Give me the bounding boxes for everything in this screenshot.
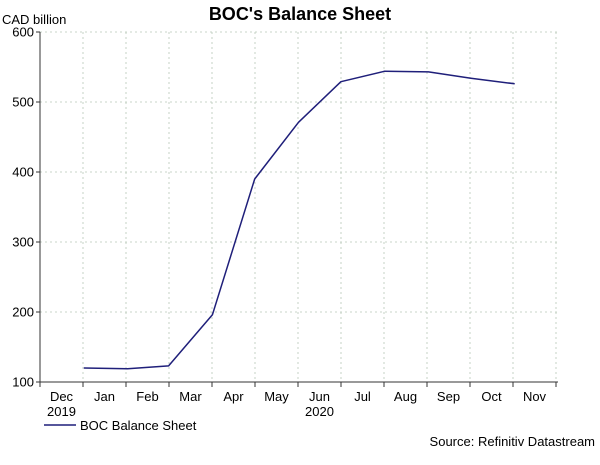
x-gridlines xyxy=(82,32,557,382)
x-tick-label: May xyxy=(264,389,289,404)
y-tick-label: 100 xyxy=(12,375,34,390)
y-axis-unit-label: CAD billion xyxy=(2,12,66,27)
chart-title: BOC's Balance Sheet xyxy=(209,4,391,24)
y-tick-label: 600 xyxy=(12,25,34,40)
x-year-label: 2019 xyxy=(47,404,76,419)
source-note: Source: Refinitiv Datastream xyxy=(430,434,595,449)
legend-label: BOC Balance Sheet xyxy=(80,418,197,433)
x-tick-label: Mar xyxy=(179,389,202,404)
y-tick-label: 200 xyxy=(12,305,34,320)
y-tick-label: 400 xyxy=(12,165,34,180)
x-tick-label: Jan xyxy=(94,389,115,404)
y-axis-ticks: 100 200 300 400 500 600 xyxy=(12,25,40,390)
y-tick-label: 300 xyxy=(12,235,34,250)
x-tick-label: Sep xyxy=(437,389,460,404)
x-tick-label: Jun xyxy=(309,389,330,404)
x-year-label: 2020 xyxy=(305,404,334,419)
series-lines xyxy=(83,70,515,370)
x-tick-label: Jul xyxy=(354,389,371,404)
x-axis-year-labels: 2019 2020 xyxy=(47,404,334,419)
x-axis-ticks: Dec Jan Feb Mar Apr May Jun Jul Aug Sep Oct Nov xyxy=(39,382,557,404)
x-tick-label: Dec xyxy=(50,389,74,404)
y-gridlines xyxy=(40,31,558,313)
x-tick-label: Oct xyxy=(481,389,502,404)
x-tick-label: Feb xyxy=(136,389,158,404)
x-tick-label: Aug xyxy=(394,389,417,404)
y-tick-label: 500 xyxy=(12,95,34,110)
x-tick-label: Nov xyxy=(523,389,547,404)
series-line-boc-balance-sheet xyxy=(83,70,515,370)
legend: BOC Balance Sheet xyxy=(44,418,197,433)
x-tick-label: Apr xyxy=(223,389,244,404)
